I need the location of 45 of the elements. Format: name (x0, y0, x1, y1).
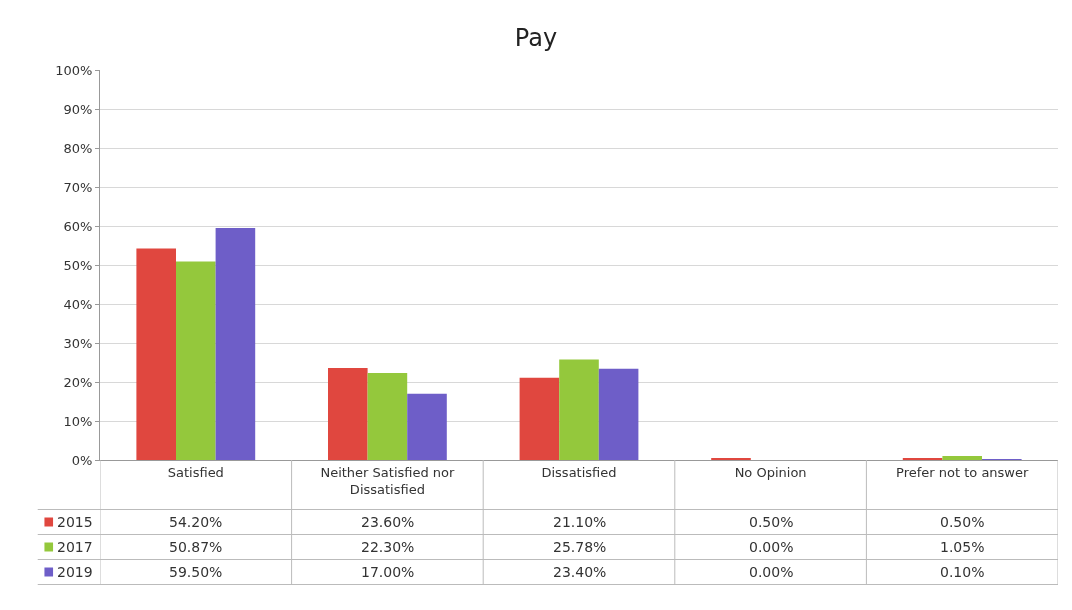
y-tick-label: 70% (63, 179, 93, 195)
y-tick-label: 80% (63, 140, 93, 156)
data-label: 23.40% (553, 564, 607, 580)
bar (367, 373, 408, 460)
bar (598, 368, 639, 460)
data-label: 22.30% (361, 539, 415, 555)
y-tick-label: 100% (55, 62, 93, 78)
bar (176, 261, 216, 460)
x-tick-label: Prefer not to answer (896, 464, 1029, 480)
data-label: 54.20% (169, 514, 223, 530)
y-tick-label: 10% (63, 413, 93, 429)
x-tick-label: Neither Satisfied nor Dissatisfied (320, 464, 456, 497)
data-label: 0.50% (749, 514, 794, 530)
y-tick-label: 60% (63, 218, 93, 234)
y-tick-label: 50% (63, 257, 93, 273)
data-label: 1.05% (940, 539, 985, 555)
data-label: 23.60% (361, 514, 415, 530)
y-tick-label: 30% (63, 335, 93, 351)
bar (407, 393, 447, 460)
y-tick-label: 40% (63, 296, 93, 312)
y-tick-label: 0% (71, 452, 93, 468)
bar (215, 227, 256, 460)
chart-title: Pay (514, 23, 558, 52)
bar (136, 248, 176, 460)
bar (559, 359, 599, 460)
x-tick-label: No Opinion (734, 464, 807, 480)
data-label: 25.78% (553, 539, 607, 555)
data-label: 17.00% (361, 564, 415, 580)
bar (328, 367, 368, 460)
data-label: 0.00% (749, 564, 794, 580)
data-label: 0.10% (940, 564, 985, 580)
y-tick-label: 90% (63, 101, 93, 117)
x-tick-label: Dissatisfied (541, 464, 617, 480)
bar (519, 377, 560, 460)
data-label: 59.50% (169, 564, 223, 580)
legend-label: 2015 (57, 514, 93, 530)
data-label: 0.00% (749, 539, 794, 555)
bar (942, 455, 982, 460)
y-tick-label: 20% (63, 374, 93, 390)
data-label: 21.10% (553, 514, 607, 530)
legend-label: 2019 (57, 564, 93, 580)
data-label: 50.87% (169, 539, 223, 555)
legend-label: 2017 (57, 539, 93, 555)
data-label: 0.50% (940, 514, 985, 530)
x-tick-label: Satisfied (167, 464, 224, 480)
